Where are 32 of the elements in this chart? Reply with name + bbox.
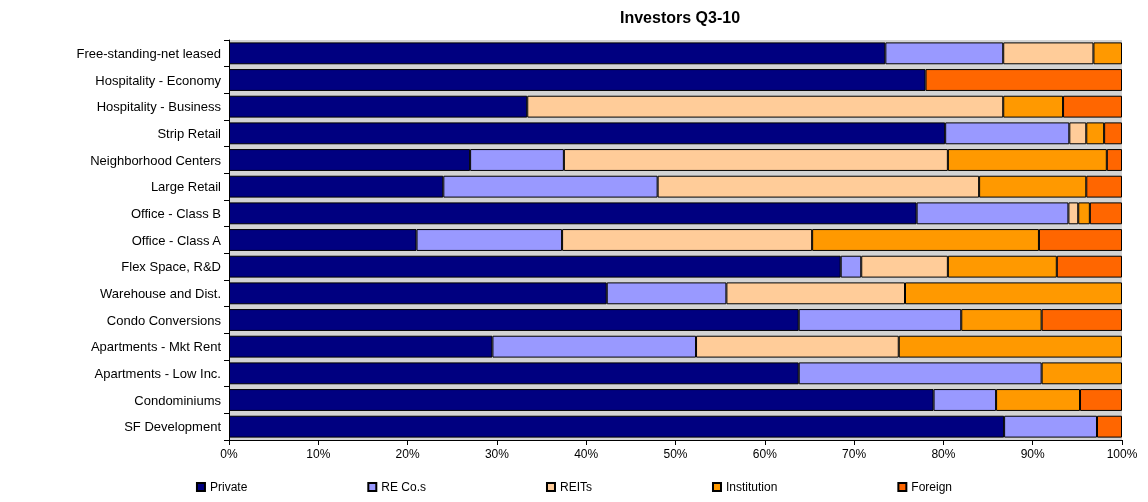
x-tick-label: 50% [663,447,688,461]
x-tick-label: 20% [395,447,420,461]
y-tick-label: Apartments - Low Inc. [94,365,221,381]
x-tick-label: 70% [842,447,867,461]
x-tick-label: 90% [1020,447,1046,461]
x-tick-label: 10% [306,447,331,461]
x-tick-label: 100% [1106,447,1138,461]
y-tick-label: Condo Conversions [106,312,222,328]
y-tick-label: SF Development [124,419,222,435]
y-tick-label: Condominiums [134,392,222,408]
legend-label: Institution [725,480,778,494]
y-tick-label: Apartments - Mkt Rent [90,339,222,355]
y-tick-label: Strip Retail [157,125,222,141]
legend-label: RE Co.s [381,480,426,494]
y-tick-label: Office - Class B [130,205,221,221]
x-tick-label: 30% [484,447,510,461]
x-tick-label: 80% [931,447,956,461]
y-tick-label: Warehouse and Dist. [100,285,221,301]
x-tick-label: 40% [574,447,599,461]
y-tick-label: Office - Class A [131,232,222,248]
chart-title: Investors Q3-10 [619,8,741,26]
legend-label: REITs [559,480,592,494]
y-tick-label: Neighborhood Centers [90,152,222,168]
x-tick-label: 60% [752,447,778,461]
y-tick-label: Flex Space, R&D [121,259,221,275]
legend-label: Private [209,480,248,494]
y-tick-label: Hospitality - Economy [95,72,222,88]
y-tick-label: Large Retail [150,179,222,195]
x-tick-label: 0% [220,447,238,461]
y-tick-label: Hospitality - Business [96,99,222,115]
y-tick-label: Free-standing-net leased [76,45,221,61]
legend-label: Foreign [911,480,953,494]
